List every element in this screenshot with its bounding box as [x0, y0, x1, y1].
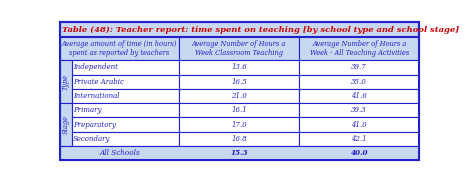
Text: 13.6: 13.6 [231, 63, 247, 71]
Text: 41.6: 41.6 [351, 92, 367, 100]
Text: Average amount of time (in hours)
spent as reported by teachers: Average amount of time (in hours) spent … [62, 40, 177, 57]
Bar [60, 22, 419, 37]
Bar [299, 89, 419, 103]
Text: Independent: Independent [73, 63, 118, 71]
Text: 42.1: 42.1 [351, 135, 367, 143]
Text: 17.0: 17.0 [231, 121, 247, 129]
Bar [299, 103, 419, 117]
Bar [72, 75, 179, 89]
Bar [72, 103, 179, 117]
Bar [60, 103, 72, 146]
Text: Private Arabic: Private Arabic [73, 78, 124, 86]
Bar [179, 60, 299, 75]
Text: 41.0: 41.0 [351, 121, 367, 129]
Bar [299, 75, 419, 89]
Text: Average Number of Hours a
Week Classroom Teaching: Average Number of Hours a Week Classroom… [192, 40, 286, 57]
Bar [299, 117, 419, 132]
Text: All Schools: All Schools [99, 149, 140, 157]
Text: Secondary: Secondary [73, 135, 111, 143]
Text: International: International [73, 92, 120, 100]
Bar [299, 60, 419, 75]
Bar [72, 89, 179, 103]
Text: Primary: Primary [73, 106, 102, 114]
Text: 16.5: 16.5 [231, 78, 247, 86]
Bar [179, 37, 299, 60]
Bar [72, 117, 179, 132]
Bar [60, 60, 72, 103]
Bar [179, 117, 299, 132]
Text: 40.0: 40.0 [351, 149, 368, 157]
Bar [72, 132, 179, 146]
Bar [60, 146, 419, 160]
Text: 15.3: 15.3 [230, 149, 248, 157]
Bar [299, 37, 419, 60]
Bar [179, 103, 299, 117]
Text: Stage: Stage [62, 115, 70, 134]
Text: 16.8: 16.8 [231, 135, 247, 143]
Bar [72, 60, 179, 75]
Text: Table (48): Teacher report: time spent on teaching [by school type and school st: Table (48): Teacher report: time spent o… [62, 26, 459, 33]
Bar [179, 132, 299, 146]
Bar [179, 89, 299, 103]
Text: Type: Type [62, 74, 70, 90]
Text: 39.7: 39.7 [351, 63, 367, 71]
Text: 16.1: 16.1 [231, 106, 247, 114]
Text: 35.0: 35.0 [351, 78, 367, 86]
Text: 21.0: 21.0 [231, 92, 247, 100]
Bar [299, 132, 419, 146]
Bar [60, 37, 179, 60]
Bar [179, 75, 299, 89]
Text: 39.3: 39.3 [351, 106, 367, 114]
Text: Average Number of Hours a
Week - All Teaching Activities: Average Number of Hours a Week - All Tea… [310, 40, 409, 57]
Text: Preparatory: Preparatory [73, 121, 116, 129]
